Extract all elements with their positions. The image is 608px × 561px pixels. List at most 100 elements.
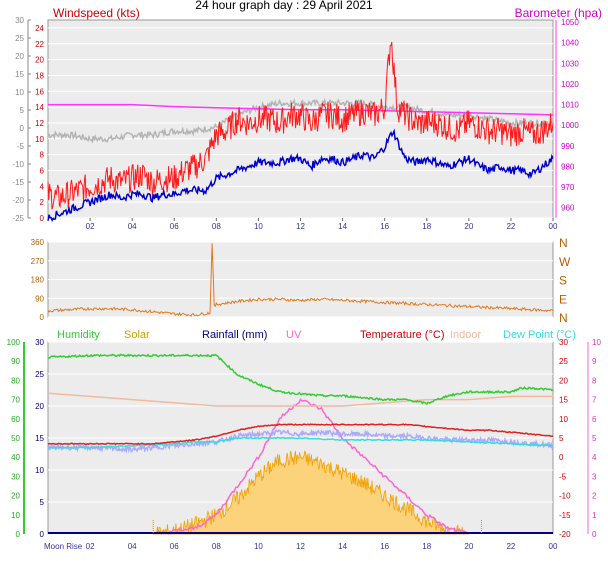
temperature-tick-label: 0: [559, 453, 564, 462]
humidity-tick-label: 0: [16, 530, 21, 539]
compass-label: N: [559, 311, 568, 325]
x-tick-label: 14: [338, 222, 347, 231]
x-tick-label: 20: [464, 542, 473, 551]
rain-tick-label: 5: [40, 498, 45, 507]
outer-tick-label: 15: [15, 70, 24, 79]
humidity-tick-label: 10: [11, 511, 20, 520]
outer-tick-label: 10: [15, 88, 24, 97]
direction-tick-label: 360: [31, 238, 45, 247]
humidity-tick-label: 80: [11, 376, 20, 385]
barometer-tick-label: 960: [561, 204, 575, 213]
uv-tick-label: 8: [592, 376, 597, 385]
uv-tick-label: 10: [592, 338, 601, 347]
outer-tick-label: 20: [15, 52, 24, 61]
legend-entry: Rainfall (mm): [202, 329, 267, 341]
x-tick-label: 06: [170, 542, 179, 551]
barometer-tick-label: 990: [561, 142, 575, 151]
rain-tick-label: 15: [35, 434, 44, 443]
outer-tick-label: -20: [12, 196, 24, 205]
solar-area: [152, 450, 469, 536]
wind-tick-label: 24: [35, 24, 44, 33]
x-tick-label: 16: [380, 542, 389, 551]
uv-tick-label: 0: [592, 530, 597, 539]
uv-tick-label: 6: [592, 415, 597, 424]
wind-tick-label: 0: [40, 214, 45, 223]
legend-entry: Solar: [124, 329, 150, 341]
wind-tick-label: 18: [35, 71, 44, 80]
barometer-tick-label: 1010: [561, 101, 579, 110]
x-tick-label: 02: [86, 222, 95, 231]
wind-tick-label: 4: [40, 182, 45, 191]
chart-title: 24 hour graph day : 29 April 2021: [195, 0, 373, 12]
uv-tick-label: 7: [592, 396, 597, 405]
wind-barometer-panel: Windspeed (kts) Barometer (hpa) 02468101…: [12, 6, 602, 231]
indoor-line: [47, 392, 553, 407]
temperature-tick-label: -5: [559, 472, 567, 481]
temperature-tick-label: 25: [559, 357, 568, 366]
x-tick-label: 06: [170, 222, 179, 231]
wind-gust-line: [47, 41, 554, 210]
wind-axis-label: Windspeed (kts): [53, 6, 140, 20]
uv-tick-label: 9: [592, 357, 597, 366]
outer-tick-label: 30: [15, 16, 24, 25]
direction-tick-label: 90: [35, 294, 44, 303]
temperature-tick-label: 30: [559, 338, 568, 347]
rain-tick-label: 20: [35, 402, 44, 411]
humidity-tick-label: 30: [11, 472, 20, 481]
uv-tick-label: 5: [592, 434, 597, 443]
x-tick-label: 14: [338, 542, 347, 551]
temperature-tick-label: 20: [559, 376, 568, 385]
rain-tick-label: 10: [35, 466, 44, 475]
x-tick-label: 04: [128, 542, 137, 551]
wind-tick-label: 8: [40, 151, 45, 160]
temperature-tick-label: -15: [559, 511, 571, 520]
outer-tick-label: 5: [20, 106, 25, 115]
temperature-line: [47, 423, 553, 446]
temperature-panel: Humidity Solar Rainfall (mm) UV Temperature …: [7, 329, 602, 551]
wind-direction-line: [47, 243, 554, 317]
humidity-tick-label: 100: [7, 338, 21, 347]
temperature-tick-label: -20: [559, 530, 571, 539]
humidity-tick-label: 90: [11, 357, 20, 366]
direction-tick-label: 270: [31, 257, 45, 266]
x-tick-label: 10: [254, 542, 263, 551]
humidity-tick-label: 70: [11, 396, 20, 405]
uv-tick-label: 4: [592, 453, 597, 462]
outer-tick-label: -10: [12, 160, 24, 169]
x-tick-label: 12: [296, 222, 305, 231]
outer-tick-label: -25: [12, 214, 24, 223]
uv-tick-label: 1: [592, 511, 597, 520]
compass-label: S: [559, 274, 567, 288]
x-tick-label: 04: [128, 222, 137, 231]
temperature-tick-label: -10: [559, 492, 571, 501]
x-tick-label: 10: [254, 222, 263, 231]
outer-tick-label: -5: [17, 142, 25, 151]
x-tick-label: 12: [296, 542, 305, 551]
legend-entry: Dew Point (°C): [503, 329, 576, 341]
x-tick-label: 00: [549, 222, 558, 231]
wind-tick-label: 12: [35, 119, 44, 128]
outer-tick-label: 0: [20, 124, 25, 133]
legend-entry: Temperature (°C): [360, 329, 444, 341]
temperature-tick-label: 5: [559, 434, 564, 443]
barometer-tick-label: 1030: [561, 59, 579, 68]
compass-label: W: [559, 255, 571, 269]
dew-point-line: [47, 436, 554, 450]
rain-tick-label: 0: [40, 530, 45, 539]
wind-tick-label: 10: [35, 135, 44, 144]
outer-tick-label: -15: [12, 178, 24, 187]
direction-tick-label: 180: [31, 276, 45, 285]
x-tick-label: 22: [506, 542, 515, 551]
rain-tick-label: 30: [35, 338, 44, 347]
wind-tick-label: 22: [35, 40, 44, 49]
x-tick-label: 20: [464, 222, 473, 231]
x-tick-label: 18: [422, 542, 431, 551]
x-tick-label: 22: [506, 222, 515, 231]
humidity-line: [47, 353, 554, 406]
barometer-tick-label: 1050: [561, 18, 579, 27]
wind-tick-label: 16: [35, 87, 44, 96]
x-tick-label: 00: [549, 542, 558, 551]
compass-label: N: [559, 236, 568, 250]
